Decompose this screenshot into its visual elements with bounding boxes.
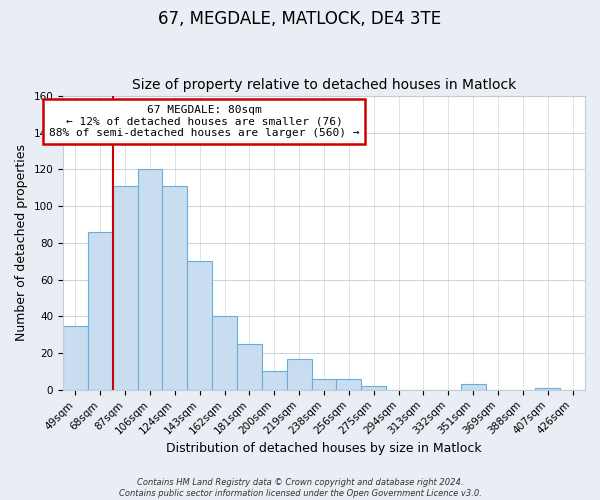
Bar [88,232,113,390]
Bar [337,379,361,390]
Bar [262,372,287,390]
Bar [212,316,237,390]
Bar [163,186,187,390]
Bar [237,344,262,390]
Bar [137,170,163,390]
Y-axis label: Number of detached properties: Number of detached properties [15,144,28,342]
Title: Size of property relative to detached houses in Matlock: Size of property relative to detached ho… [132,78,516,92]
Bar [535,388,560,390]
Bar [113,186,137,390]
Bar [287,358,311,390]
Bar [187,262,212,390]
Bar [361,386,386,390]
Text: 67, MEGDALE, MATLOCK, DE4 3TE: 67, MEGDALE, MATLOCK, DE4 3TE [158,10,442,28]
Bar [311,379,337,390]
Text: Contains HM Land Registry data © Crown copyright and database right 2024.
Contai: Contains HM Land Registry data © Crown c… [119,478,481,498]
Bar [63,326,88,390]
X-axis label: Distribution of detached houses by size in Matlock: Distribution of detached houses by size … [166,442,482,455]
Text: 67 MEGDALE: 80sqm
← 12% of detached houses are smaller (76)
88% of semi-detached: 67 MEGDALE: 80sqm ← 12% of detached hous… [49,105,359,138]
Bar [461,384,485,390]
